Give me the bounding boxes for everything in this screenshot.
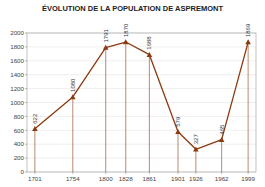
x-tick-label: 1861 [142, 175, 156, 182]
title: ÉVOLUTION DE LA POPULATION DE ASPREMONT [42, 4, 223, 13]
chart: ÉVOLUTION DE LA POPULATION DE ASPREMONT 0… [0, 0, 265, 187]
data-label: 1080 [70, 78, 76, 92]
data-label: 1870 [123, 23, 129, 37]
y-tick-label: 1400 [10, 71, 24, 78]
marker [103, 45, 109, 50]
x-tick-label: 1828 [119, 175, 133, 182]
drop-line [248, 42, 249, 172]
drop-line [125, 42, 126, 172]
marker [32, 126, 38, 131]
y-tick-label: 1000 [10, 99, 24, 106]
data-label: 327 [193, 134, 199, 145]
plot-area [32, 39, 251, 172]
y-tick-label: 0 [21, 168, 25, 175]
grid-line [27, 116, 256, 117]
x-tick-label: 1701 [28, 175, 42, 182]
plot-frame [27, 33, 256, 172]
x-tick-label: 1901 [171, 175, 185, 182]
data-label: 1869 [245, 23, 251, 37]
data-label: 465 [219, 124, 225, 135]
y-tick-label: 600 [14, 127, 25, 134]
drop-line [221, 140, 222, 172]
grid-line [27, 60, 256, 61]
data-label: 1688 [146, 36, 152, 50]
data-label: 579 [175, 116, 181, 127]
y-tick-label: 1600 [10, 57, 24, 64]
marker [219, 137, 225, 142]
drop-line [72, 97, 73, 172]
grid-line [27, 46, 256, 47]
x-tick-label: 1999 [241, 175, 255, 182]
drop-line [34, 129, 35, 172]
grid-line [27, 74, 256, 75]
marker [70, 94, 76, 99]
marker [175, 129, 181, 134]
x-tick-label: 1962 [215, 175, 229, 182]
marker [245, 39, 251, 44]
y-tick-label: 1800 [10, 43, 24, 50]
grid-line [27, 88, 256, 89]
y-tick-label: 400 [14, 140, 25, 147]
drop-line [177, 132, 178, 172]
drop-line [195, 149, 196, 172]
data-label: 622 [32, 113, 38, 124]
y-tick-label: 200 [14, 154, 25, 161]
y-tick-label: 1200 [10, 85, 24, 92]
marker [123, 39, 129, 44]
x-tick-label: 1800 [99, 175, 113, 182]
drop-line [149, 55, 150, 172]
grid-line [27, 102, 256, 103]
line [35, 42, 248, 149]
marker [147, 52, 153, 57]
data-label: 1791 [103, 29, 109, 43]
marker [193, 146, 199, 151]
y-tick-label: 2000 [10, 29, 24, 36]
drop-line [105, 48, 106, 172]
x-tick-label: 1926 [189, 175, 203, 182]
y-tick-label: 800 [14, 113, 25, 120]
x-tick-label: 1754 [66, 175, 80, 182]
